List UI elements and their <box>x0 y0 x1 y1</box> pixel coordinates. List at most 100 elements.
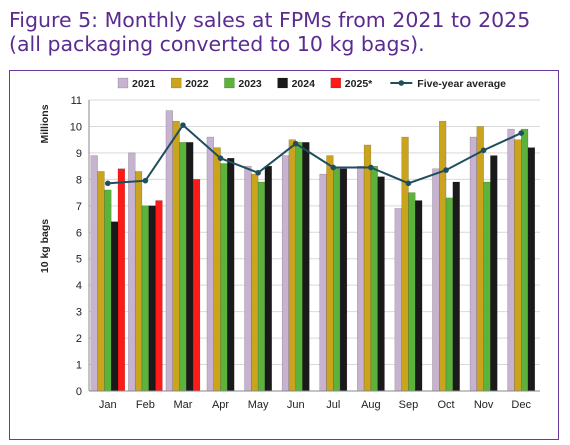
bar-jan-2021 <box>90 155 98 392</box>
bar-mar-2024 <box>186 142 194 392</box>
y-unit-label: Millions <box>39 104 51 143</box>
bar-jan-2023 <box>104 189 112 392</box>
x-tick-label: Sep <box>399 399 419 411</box>
legend-label: 2022 <box>185 78 209 90</box>
bar-sep-2023 <box>408 192 416 392</box>
average-point <box>217 155 224 161</box>
x-tick-label: May <box>248 399 269 411</box>
bar-aug-2024 <box>377 176 385 392</box>
bar-oct-2023 <box>445 197 454 392</box>
bar-may-2023 <box>257 181 266 392</box>
y-tick-label: 6 <box>76 227 82 239</box>
average-point <box>368 164 374 171</box>
y-tick-label: 0 <box>76 386 82 398</box>
legend-label: 2023 <box>238 78 262 90</box>
y-axis-label: 10 kg bags <box>39 219 51 273</box>
bar-aug-2023 <box>370 165 378 392</box>
bar-dec-2024 <box>527 147 536 392</box>
legend-swatch <box>170 77 182 89</box>
y-tick-label: 3 <box>76 307 82 319</box>
figure-title-line-1: Figure 5: Monthly sales at FPMs from 202… <box>9 8 531 32</box>
x-tick-label: Nov <box>474 399 494 411</box>
bar-nov-2022 <box>476 126 484 392</box>
y-tick-label: 10 <box>70 121 82 133</box>
bar-oct-2022 <box>439 120 447 392</box>
legend: 2021 2022 2023 2024 2025* Five-year average <box>117 77 506 90</box>
bar-nov-2023 <box>483 181 491 392</box>
bar-may-2021 <box>244 165 252 392</box>
bar-dec-2022 <box>514 139 522 392</box>
average-point <box>104 180 111 187</box>
bar-mar-2023 <box>179 142 187 392</box>
bar-may-2024 <box>264 165 272 392</box>
bar-jun-2024 <box>302 142 310 392</box>
x-tick-label: Jun <box>287 399 305 411</box>
bar-nov-2021 <box>469 136 478 392</box>
bar-feb-2025 <box>155 200 163 392</box>
figure-title-line-2: (all packaging converted to 10 kg bags). <box>9 32 425 56</box>
average-point <box>480 147 487 154</box>
average-point <box>180 122 186 128</box>
bar-mar-2025 <box>192 179 201 392</box>
figure-title: Figure 5: Monthly sales at FPMs from 202… <box>9 8 561 56</box>
legend-swatch <box>224 77 235 89</box>
legend-swatch <box>330 77 341 89</box>
average-point <box>142 177 149 184</box>
bar-jan-2025 <box>117 168 125 392</box>
bars <box>90 110 536 392</box>
y-tick-label: 9 <box>76 148 82 160</box>
y-tick-label: 8 <box>76 174 82 186</box>
bar-oct-2021 <box>432 168 440 392</box>
legend-label: 2021 <box>132 78 156 90</box>
x-tick-label: Apr <box>212 399 229 411</box>
average-point <box>443 167 449 173</box>
bar-apr-2023 <box>220 163 228 392</box>
bar-sep-2024 <box>415 200 423 392</box>
average-point <box>292 140 299 147</box>
legend-marker <box>398 80 405 86</box>
bar-mar-2022 <box>172 120 180 392</box>
bar-dec-2021 <box>507 128 515 392</box>
y-tick-label: 7 <box>76 201 82 213</box>
x-tick-label: Jul <box>326 399 340 411</box>
bar-dec-2023 <box>521 128 529 392</box>
bar-feb-2022 <box>134 171 143 392</box>
average-point <box>405 180 412 187</box>
average-line <box>104 122 525 187</box>
chart-frame <box>9 70 559 440</box>
x-tick-label: Dec <box>511 399 531 411</box>
bar-apr-2022 <box>213 147 221 392</box>
bar-jan-2022 <box>97 171 105 392</box>
average-point <box>330 164 337 171</box>
bar-mar-2021 <box>165 110 173 392</box>
y-tick-label: 4 <box>76 280 82 292</box>
bar-jun-2022 <box>288 139 296 392</box>
average-line-path <box>107 123 522 185</box>
x-tick-label: Jan <box>99 399 117 411</box>
bar-may-2022 <box>251 173 259 392</box>
bar-nov-2024 <box>490 155 498 392</box>
bar-aug-2022 <box>363 144 372 392</box>
legend-label: Five-year average <box>417 78 506 90</box>
legend-swatch <box>117 77 129 89</box>
bar-sep-2022 <box>401 136 409 392</box>
bar-jun-2023 <box>295 142 303 392</box>
x-tick-label: Mar <box>173 399 192 411</box>
bar-jul-2023 <box>333 168 341 392</box>
bar-apr-2021 <box>206 136 214 392</box>
bar-apr-2024 <box>227 157 235 392</box>
axes: 0 1 2 3 4 5 6 7 8 9 10 11 Jan Feb Mar Apr May Jun Jul Aug Se… <box>70 95 540 411</box>
legend-swatch <box>277 77 288 89</box>
x-tick-label: Feb <box>136 399 155 411</box>
average-point <box>518 130 525 136</box>
bar-feb-2024 <box>148 205 156 392</box>
y-tick-label: 11 <box>71 95 82 107</box>
average-point <box>255 169 261 176</box>
x-tick-label: Aug <box>361 399 381 411</box>
bar-jul-2022 <box>326 155 334 392</box>
bar-jun-2021 <box>281 155 290 392</box>
legend-label: 2025* <box>345 78 373 90</box>
bar-aug-2021 <box>357 165 365 392</box>
bar-sep-2021 <box>394 208 402 392</box>
